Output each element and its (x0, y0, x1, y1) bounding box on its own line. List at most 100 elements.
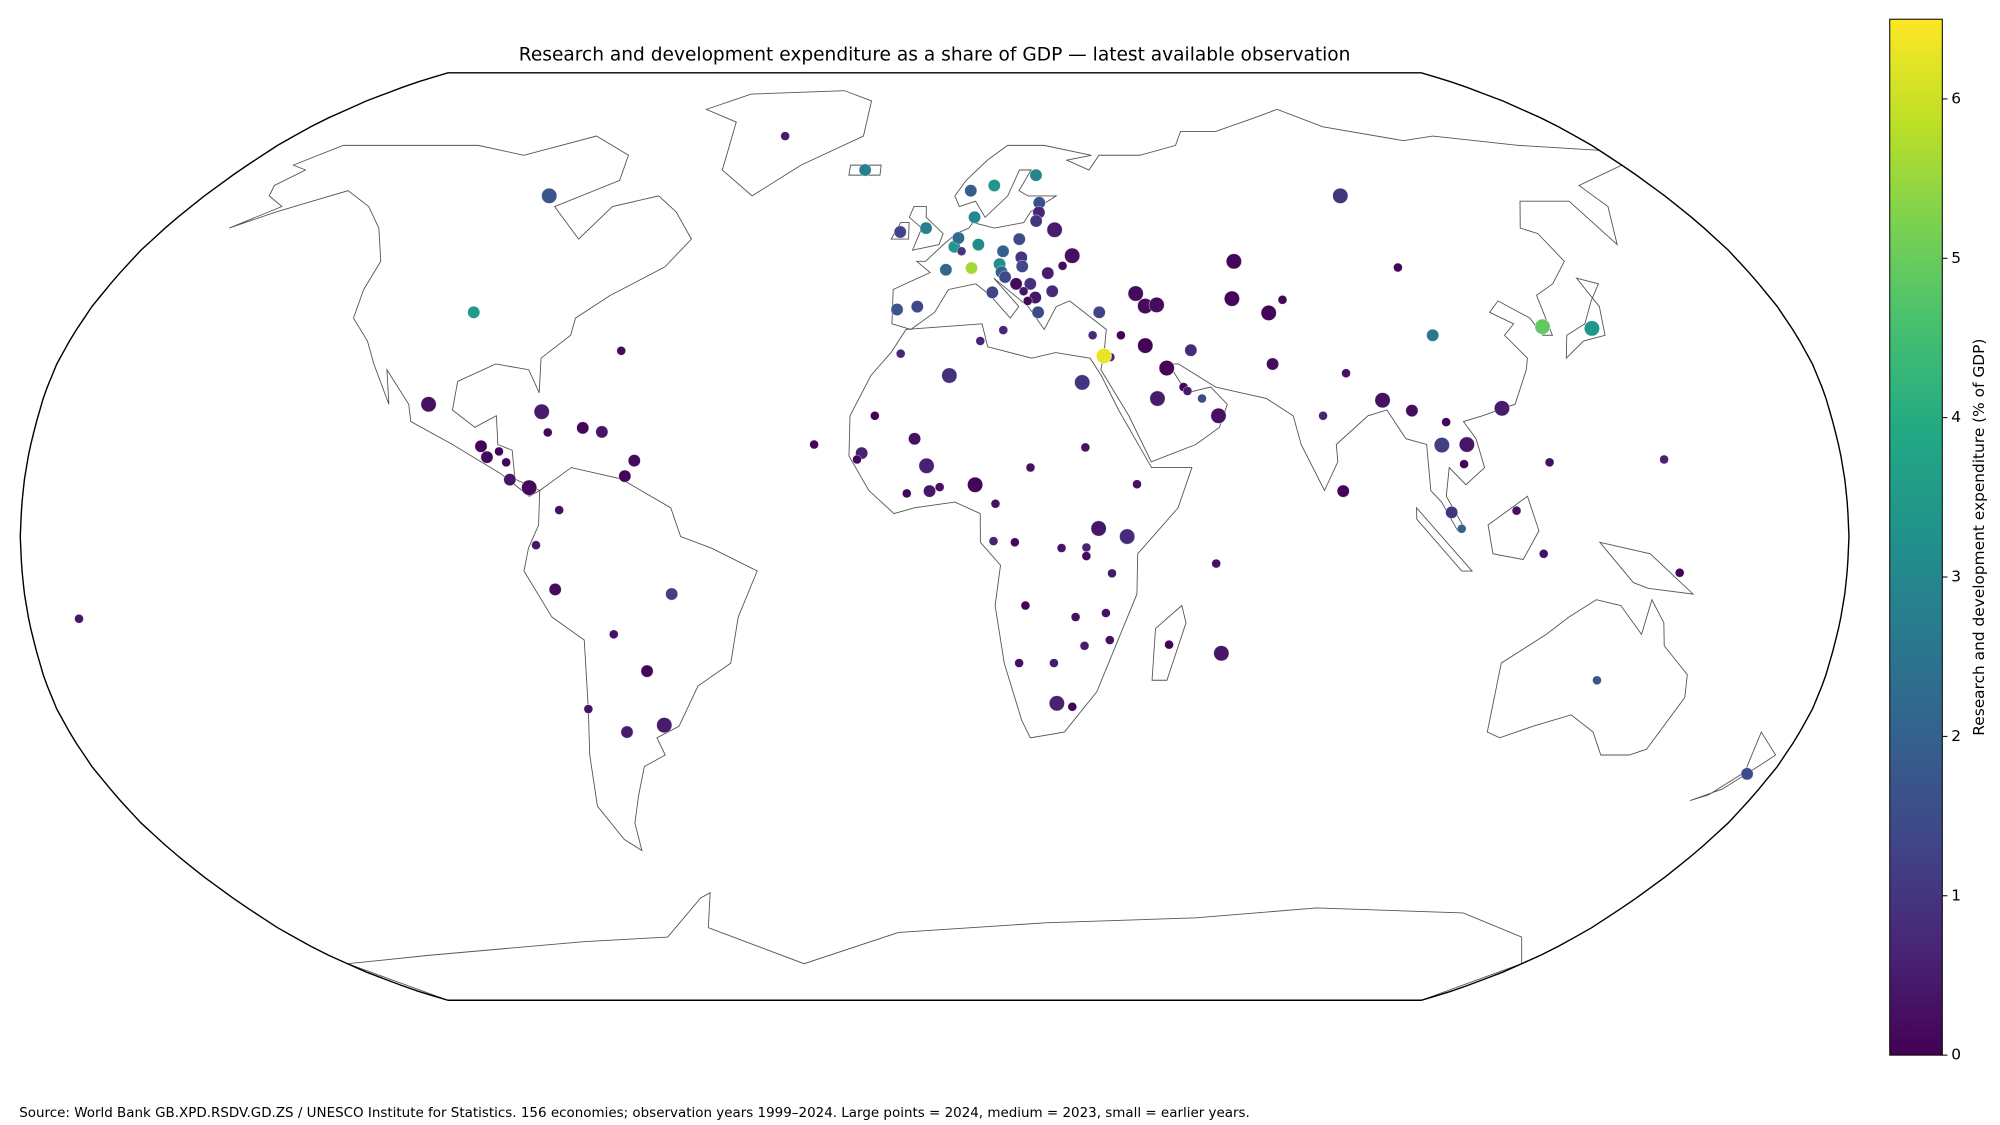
data-point (998, 325, 1008, 335)
data-point (501, 457, 511, 468)
data-point (467, 305, 481, 319)
data-point (1116, 330, 1126, 340)
data-point (1332, 187, 1349, 204)
data-point (1025, 462, 1036, 473)
chart-title: Research and development expenditure as … (519, 45, 1351, 66)
data-point (665, 587, 679, 601)
data-point (1184, 343, 1198, 357)
data-point (1092, 305, 1106, 319)
data-point (952, 231, 965, 245)
data-point (531, 540, 541, 550)
colorbar-label: Research and development expenditure (% … (1970, 339, 1988, 736)
data-point (1539, 549, 1549, 559)
coastline (1487, 495, 1540, 560)
data-point (1266, 357, 1279, 371)
data-point (1079, 641, 1090, 651)
data-point (1009, 277, 1023, 291)
data-point (1393, 262, 1403, 273)
data-point (972, 238, 985, 251)
coastline (1689, 731, 1777, 801)
data-point (1070, 612, 1081, 622)
coastline (705, 90, 873, 197)
data-point (852, 454, 862, 465)
data-point (1074, 374, 1091, 391)
data-point (1511, 505, 1522, 516)
data-point (1081, 551, 1092, 561)
data-point (1080, 442, 1091, 453)
data-point (1090, 520, 1107, 537)
data-point (541, 187, 558, 204)
data-point (996, 244, 1010, 258)
data-point (934, 482, 945, 492)
data-point (1158, 360, 1175, 376)
data-point (1067, 702, 1077, 712)
data-point (609, 629, 619, 639)
data-point (1048, 695, 1065, 712)
data-point (902, 488, 912, 499)
data-point (1164, 639, 1174, 650)
coastline (908, 206, 944, 251)
data-point (656, 717, 673, 734)
data-point (1087, 330, 1098, 340)
data-point (1426, 328, 1440, 342)
data-point (870, 411, 880, 421)
data-point (474, 439, 488, 453)
data-point (1010, 537, 1020, 547)
data-point (1045, 284, 1059, 298)
data-point (1023, 277, 1037, 291)
data-point (1064, 247, 1081, 264)
data-point (990, 499, 1001, 509)
data-point (583, 704, 594, 714)
data-point (521, 479, 538, 496)
data-point (618, 469, 632, 483)
coastline (523, 467, 758, 852)
data-point (627, 454, 641, 467)
data-point (1457, 524, 1467, 534)
data-point (620, 725, 634, 739)
data-point (420, 396, 437, 413)
data-point (1225, 253, 1242, 270)
data-point (480, 450, 494, 464)
data-point (998, 270, 1012, 284)
data-point (1137, 337, 1154, 354)
data-point (1433, 437, 1450, 453)
data-point (1341, 368, 1351, 378)
data-point (941, 367, 958, 384)
colorbar-tick-label: 3 (1951, 568, 1961, 586)
data-point (918, 457, 935, 474)
data-point (1101, 608, 1111, 618)
colorbar-tick-label: 0 (1951, 1046, 1961, 1064)
colorbar-tick-label: 1 (1951, 886, 1961, 904)
data-point (1014, 658, 1024, 668)
colorbar-axis: 0 1 2 3 4 5 6 (1942, 89, 1961, 1064)
coastline (347, 891, 1523, 1001)
data-point (1049, 658, 1059, 668)
data-point (1336, 484, 1350, 498)
data-point (595, 425, 609, 439)
coastline (1565, 277, 1606, 360)
data-point (503, 473, 517, 486)
data-point (1441, 417, 1451, 427)
source-note: Source: World Bank GB.XPD.RSDV.GD.ZS / U… (19, 1106, 1250, 1121)
map-outline (19, 72, 1850, 1001)
data-point (1213, 645, 1230, 662)
data-point (923, 484, 936, 498)
land (229, 90, 1777, 1001)
data-point (1544, 457, 1555, 468)
data-point (1197, 393, 1207, 404)
data-point (1584, 320, 1600, 337)
colorbar-tick-label: 2 (1951, 727, 1961, 745)
data-point (74, 614, 84, 624)
data-point (554, 505, 564, 515)
coastline (848, 323, 1193, 739)
data-point (780, 131, 790, 141)
data-point (1318, 411, 1328, 421)
data-point (985, 286, 999, 299)
data-point (548, 583, 562, 596)
data-point (1592, 675, 1602, 685)
data-point (858, 163, 872, 177)
data-point (1127, 285, 1144, 302)
data-point (1057, 261, 1068, 271)
data-point (1041, 266, 1055, 280)
